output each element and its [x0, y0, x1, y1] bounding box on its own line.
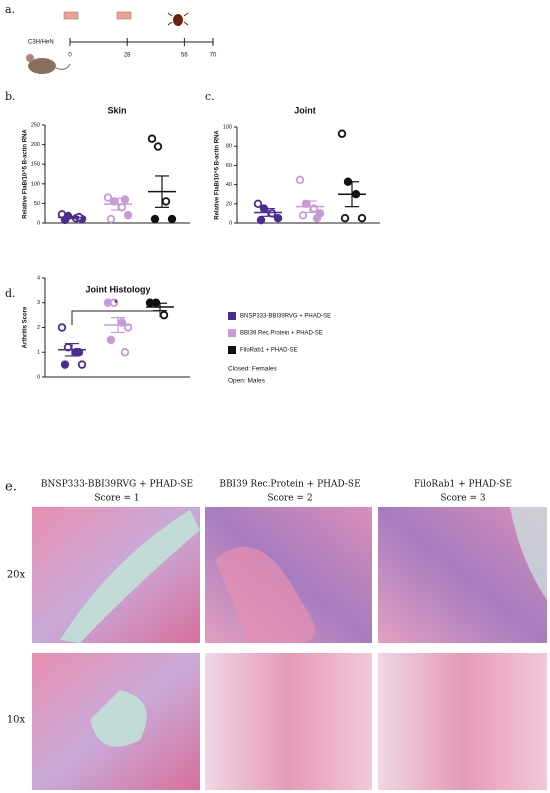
legend-label: BNSP333-BBI39RVG + PHAD-SE [240, 314, 331, 320]
column-title: BNSP333-BBI39RVG + PHAD-SE [41, 480, 193, 490]
tick-icon [167, 12, 189, 26]
data-point [147, 134, 157, 143]
row-label: 10x [7, 715, 26, 726]
timeline-tick-label: 56 [181, 53, 188, 59]
y-tick-label: 100 [31, 181, 40, 187]
y-axis-label: Relative FlaB/10^5 B-actin RNA [215, 130, 221, 220]
timeline-tick-label: 0 [68, 53, 72, 59]
data-point [337, 129, 347, 138]
data-point [295, 175, 305, 184]
data-point [120, 195, 130, 204]
data-point [150, 214, 160, 224]
significance-bracket [71, 310, 161, 325]
timeline-tick-label: 70 [210, 53, 217, 59]
mouse-icon [26, 54, 71, 74]
column-score: Score = 1 [94, 494, 139, 504]
legend-note: Open: Males [228, 378, 266, 385]
data-point [161, 197, 171, 206]
data-point [273, 213, 283, 223]
y-tick-label: 4 [37, 275, 40, 281]
data-point [106, 335, 116, 345]
data-point [167, 214, 177, 224]
data-point [357, 213, 367, 223]
legend-label: FiloRab1 + PHAD-SE [240, 348, 298, 354]
data-point [106, 214, 116, 224]
legend-swatch [228, 312, 236, 320]
y-tick-label: 150 [31, 162, 40, 168]
data-point [103, 193, 113, 202]
y-tick-label: 0 [229, 220, 232, 226]
panel-label: c. [205, 90, 215, 103]
data-point [77, 360, 87, 369]
panel-label: d. [5, 287, 16, 300]
column-title: BBI39 Rec.Protein + PHAD-SE [219, 480, 360, 490]
y-tick-label: 40 [226, 182, 232, 188]
chart-title: Skin [107, 105, 126, 115]
data-point [109, 298, 119, 307]
y-tick-label: 50 [34, 201, 40, 207]
y-tick-label: 1 [37, 350, 40, 356]
syringe-icons [63, 11, 132, 20]
chart-title: Joint [294, 105, 316, 115]
data-point [123, 323, 133, 332]
data-point [120, 348, 130, 357]
y-axis-label: Relative FlaB/10^5 B-actin RNA [23, 129, 29, 219]
data-point [340, 213, 350, 223]
y-tick-label: 20 [226, 201, 232, 207]
data-point [153, 142, 163, 151]
data-point [312, 213, 322, 223]
significance-label: * [114, 299, 118, 310]
data-point [123, 210, 133, 220]
data-point [117, 318, 127, 327]
timeline-tick-label: 28 [124, 53, 131, 59]
data-point [253, 199, 263, 208]
legend-swatch [228, 346, 236, 354]
row-label: 20x [7, 570, 26, 581]
y-tick-label: 100 [223, 124, 232, 130]
y-tick-label: 3 [37, 300, 40, 306]
chart-title: Joint Histology [86, 284, 151, 294]
data-point [60, 360, 70, 369]
data-point [159, 310, 169, 320]
y-tick-label: 2 [37, 325, 40, 331]
panel-label: b. [5, 90, 16, 103]
y-tick-label: 80 [226, 144, 232, 150]
legend-swatch [228, 329, 236, 337]
y-tick-label: 200 [31, 142, 40, 148]
legend-label: BBI39 Rec.Protein + PHAD-SE [240, 331, 323, 337]
histology-image [205, 653, 372, 790]
column-score: Score = 3 [440, 494, 486, 504]
y-tick-label: 60 [226, 163, 232, 169]
histology-images [32, 507, 547, 790]
legend-note: Closed: Females [228, 366, 278, 373]
panel-label: e. [5, 480, 17, 495]
y-tick-label: 250 [31, 122, 40, 128]
y-axis-label: Arthritis Score [23, 306, 29, 348]
strain-label: C3H/HeN [28, 40, 54, 46]
column-title: FiloRab1 + PHAD-SE [414, 480, 512, 490]
data-point [57, 323, 67, 332]
histology-image [378, 653, 547, 790]
y-tick-label: 0 [37, 220, 40, 226]
data-point [256, 215, 266, 225]
y-tick-label: 0 [37, 374, 40, 380]
column-score: Score = 2 [267, 494, 312, 504]
panel-label: a. [5, 3, 15, 16]
